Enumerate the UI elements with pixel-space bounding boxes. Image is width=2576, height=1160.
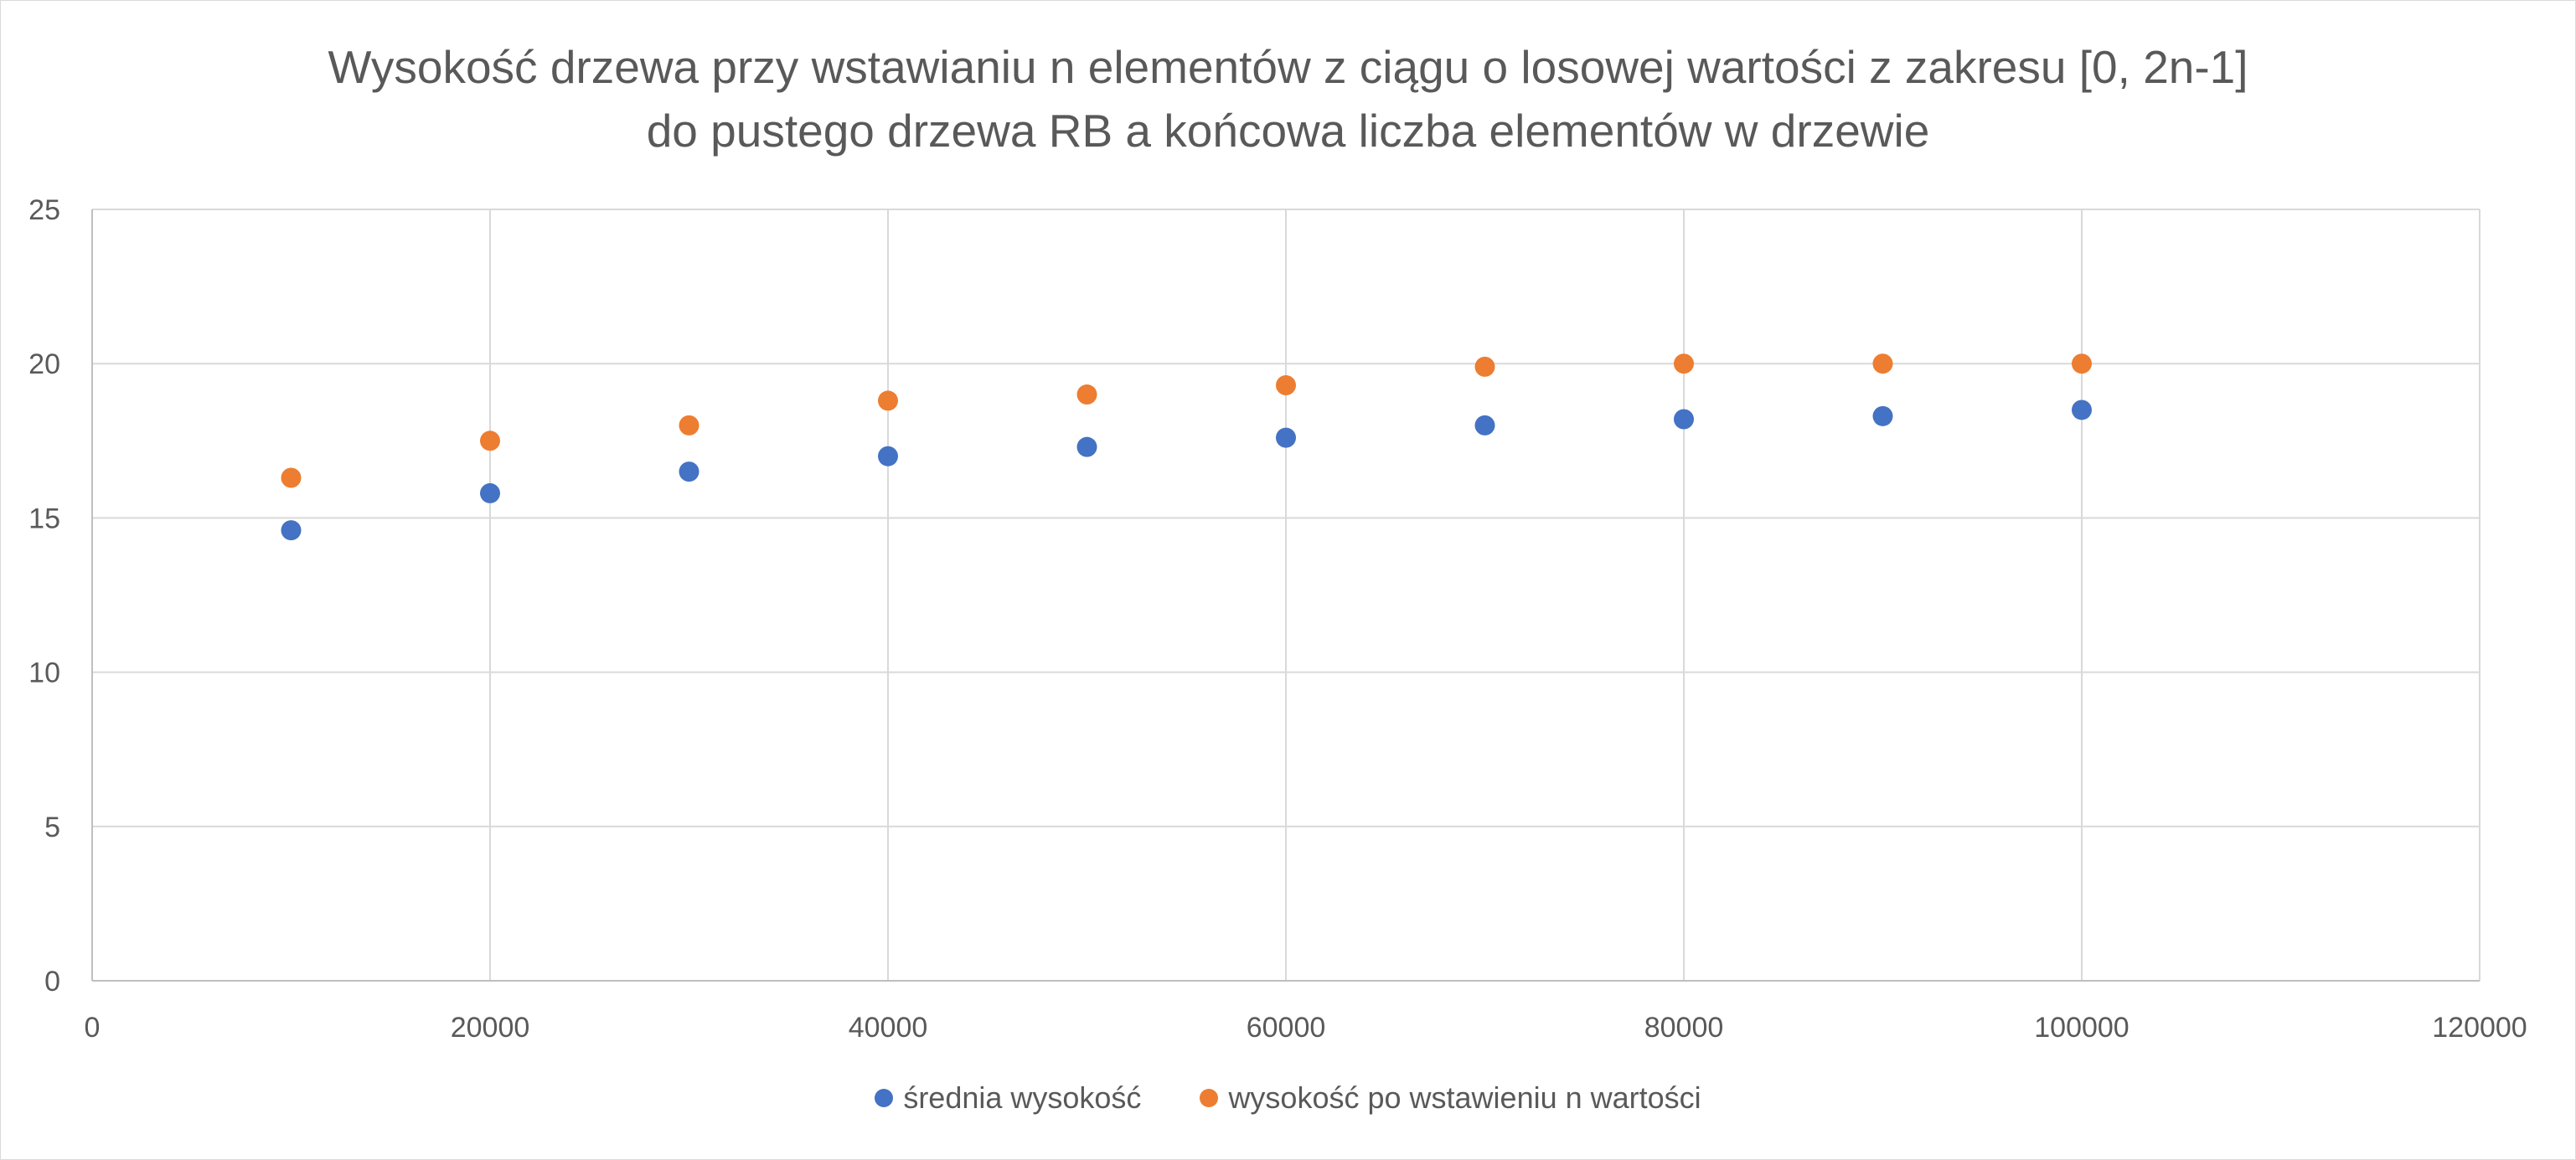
data-point: [1872, 405, 1893, 426]
y-tick-label: 25: [28, 194, 60, 226]
legend-item-series-2: wysokość po wstawieniu n wartości: [1200, 1080, 1701, 1116]
legend-label-series-1: średnia wysokość: [903, 1080, 1142, 1115]
y-tick-label: 20: [28, 348, 60, 380]
data-point: [1674, 353, 1694, 374]
data-point: [1474, 415, 1495, 436]
x-tick-label: 80000: [1644, 1012, 1724, 1044]
x-tick-label: 100000: [2034, 1012, 2129, 1044]
data-point: [1674, 409, 1694, 430]
axes: [91, 209, 2480, 982]
chart-title: Wysokość drzewa przy wstawianiu n elemen…: [328, 41, 2248, 93]
data-point: [1872, 353, 1893, 374]
x-tick-label: 60000: [1247, 1012, 1326, 1044]
data-point: [2072, 400, 2092, 420]
y-tick-label: 10: [28, 657, 60, 689]
legend-item-series-1: średnia wysokość: [875, 1080, 1141, 1116]
data-point: [679, 461, 699, 482]
data-point: [2072, 353, 2092, 374]
x-tick-label: 40000: [849, 1012, 928, 1044]
data-point: [878, 446, 898, 467]
data-point: [281, 520, 302, 541]
data-point: [878, 390, 898, 411]
series-1: [281, 400, 2092, 541]
data-series: [281, 353, 2092, 541]
legend: średnia wysokość wysokość po wstawieniu …: [0, 1080, 2576, 1116]
data-point: [1474, 356, 1495, 377]
data-point: [679, 415, 699, 436]
x-tick-label: 120000: [2432, 1012, 2527, 1044]
chart-subtitle: do pustego drzewa RB a końcowa liczba el…: [646, 105, 1930, 157]
legend-marker-series-2: [1200, 1089, 1219, 1107]
data-point: [480, 430, 500, 451]
y-tick-label: 5: [44, 812, 60, 843]
legend-marker-series-1: [875, 1089, 894, 1107]
legend-label-series-2: wysokość po wstawieniu n wartości: [1228, 1080, 1701, 1115]
gridlines: [92, 209, 2480, 981]
y-tick-label: 15: [28, 503, 60, 534]
data-point: [480, 482, 500, 503]
tick-labels: 0 5 10 15 20 25 0 20000 40000 60000 80000 100000 120…: [28, 194, 2527, 1044]
x-tick-label: 20000: [451, 1012, 530, 1044]
data-point: [1276, 374, 1296, 395]
data-point: [1076, 384, 1097, 405]
data-point: [281, 467, 302, 488]
series-2: [281, 353, 2092, 488]
x-tick-label: 0: [85, 1012, 101, 1044]
y-tick-label: 0: [44, 966, 60, 998]
data-point: [1276, 427, 1296, 448]
data-point: [1076, 436, 1097, 457]
